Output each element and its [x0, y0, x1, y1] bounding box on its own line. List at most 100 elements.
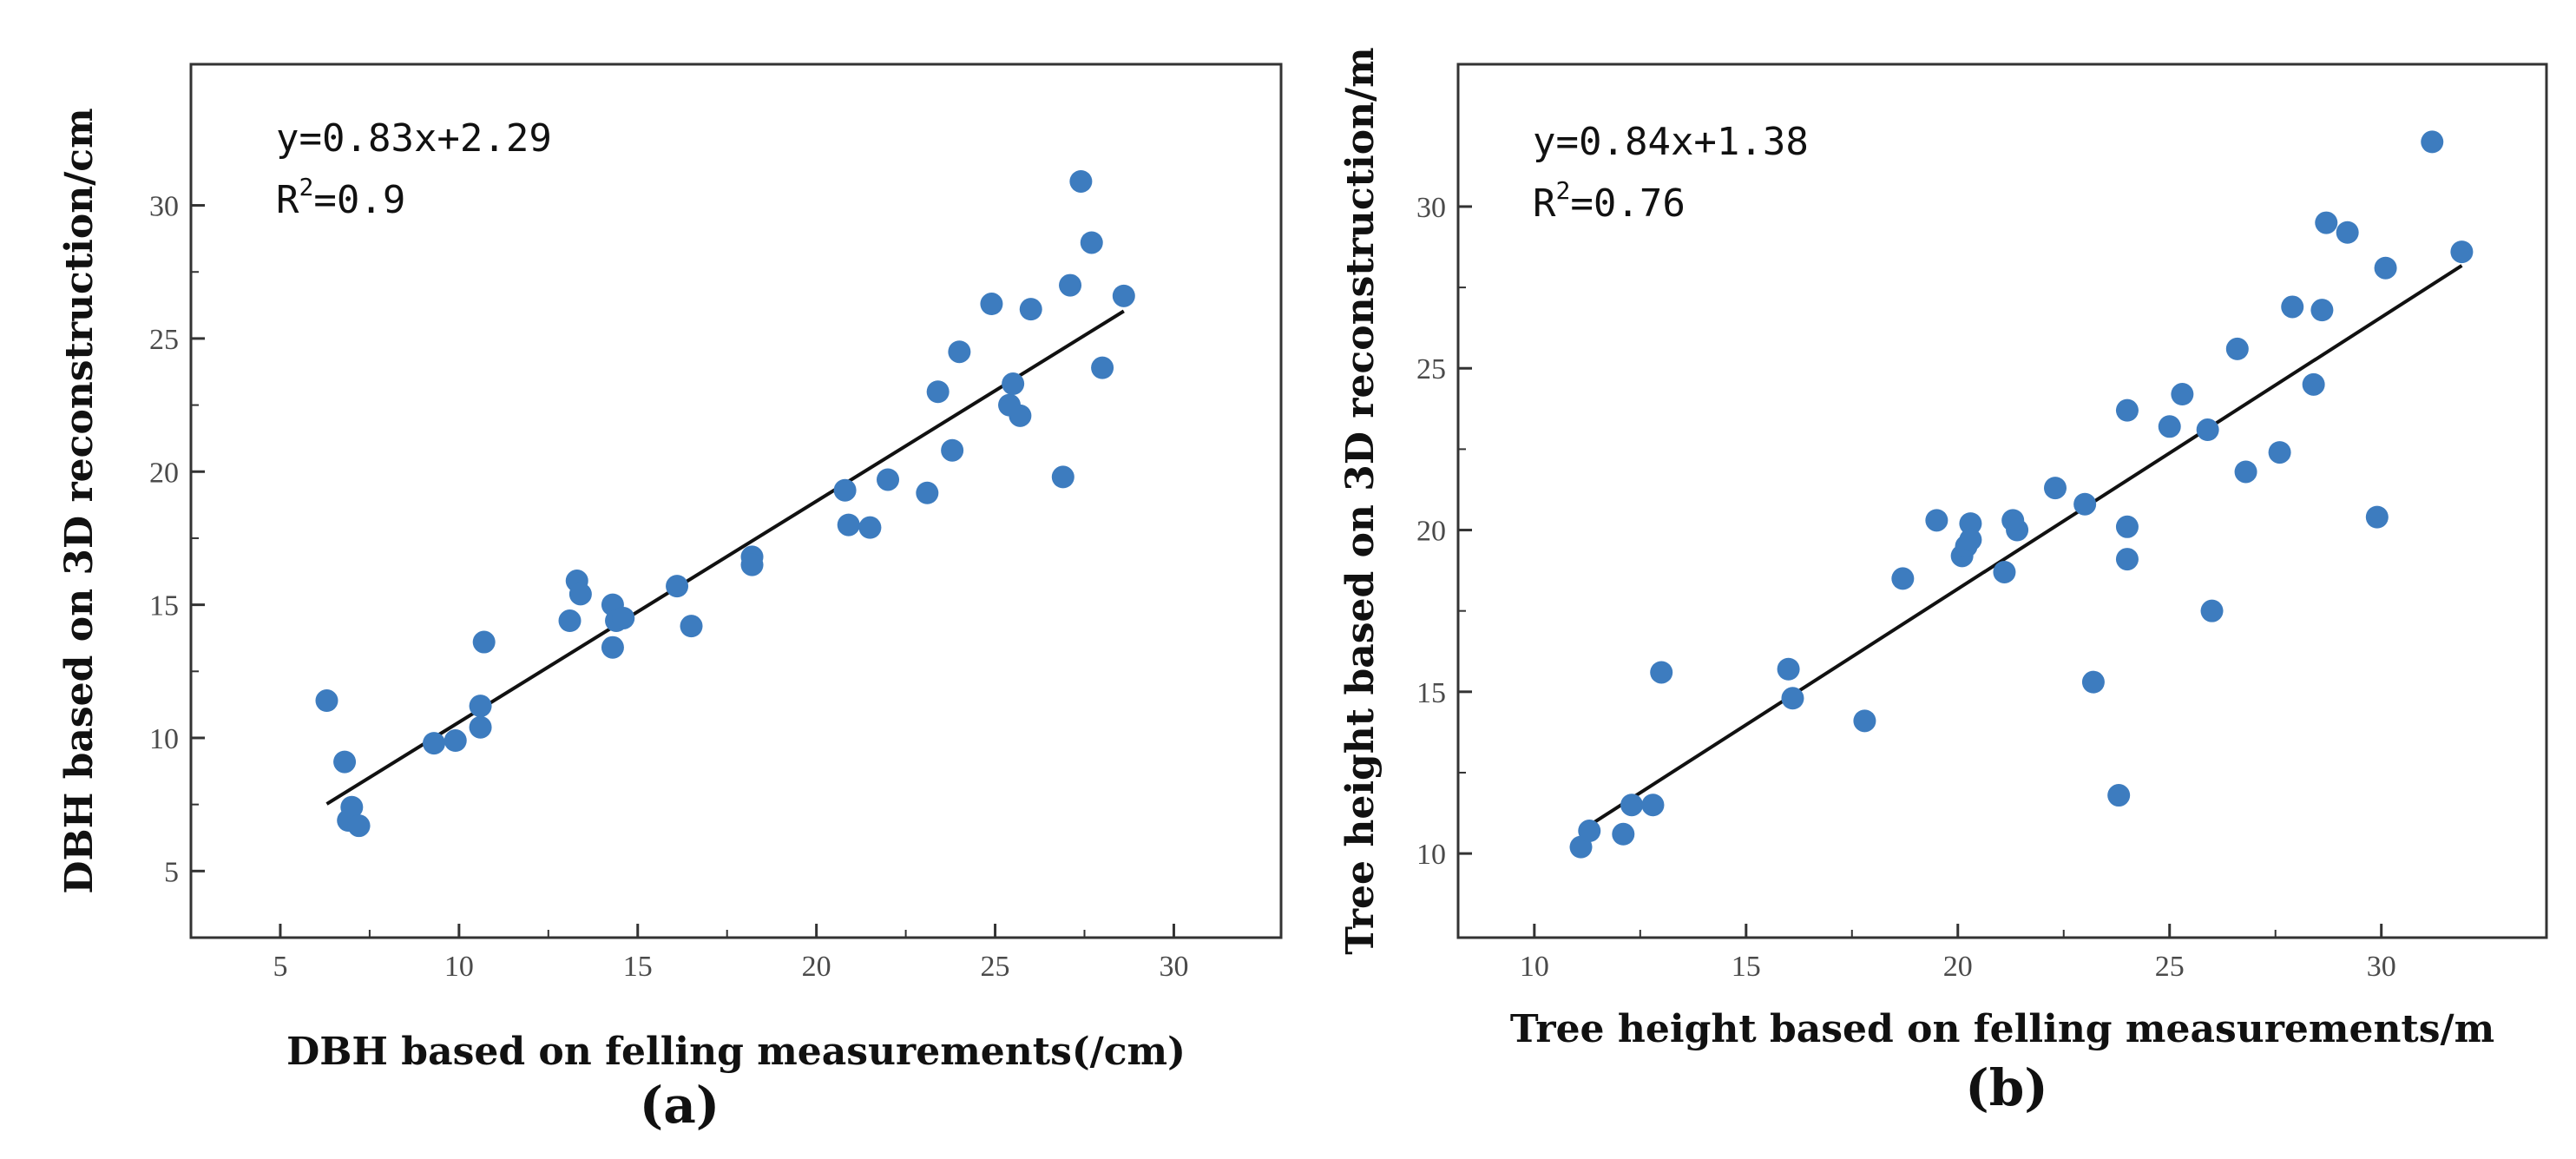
- data-point: [2196, 418, 2219, 442]
- data-point: [1993, 560, 2016, 583]
- data-point: [1781, 687, 1804, 710]
- equation-text-a: y=0.83x+2.29: [276, 116, 552, 161]
- data-point: [1009, 404, 1032, 427]
- x-tick-label: 20: [802, 951, 831, 983]
- y-tick-label: 20: [1416, 516, 1446, 548]
- data-point: [2006, 518, 2029, 542]
- x-tick-label: 20: [1943, 951, 1973, 983]
- data-point: [2107, 784, 2131, 807]
- tick-group-b: 10 15 20 25 30 10 15 20 25 30: [1416, 192, 2396, 983]
- x-axis-label-a: DBH based on felling measurements(/cm): [286, 1030, 1186, 1074]
- y-tick-label: 25: [149, 324, 179, 356]
- x-axis-label-b: Tree height based on felling measurement…: [1510, 1007, 2494, 1051]
- data-point: [1620, 794, 1644, 817]
- r2-value-b: =0.76: [1570, 181, 1685, 226]
- data-point: [2158, 415, 2181, 438]
- data-point: [948, 340, 971, 364]
- x-tick-label: 25: [981, 951, 1010, 983]
- y-axis-label-b: Tree height based on 3D reconstruction/m: [1338, 47, 1383, 954]
- data-point: [2268, 441, 2291, 464]
- y-tick-label: 10: [149, 723, 179, 755]
- data-point: [1959, 512, 1982, 536]
- regression-line-a: [325, 309, 1125, 806]
- r2-superscript-b: 2: [1556, 176, 1571, 205]
- x-tick-label: 25: [2155, 951, 2185, 983]
- data-point: [926, 380, 950, 404]
- y-tick-label: 5: [164, 856, 179, 888]
- x-tick-label: 10: [1520, 951, 1549, 983]
- data-point: [2115, 515, 2139, 538]
- x-tick-label: 30: [1159, 951, 1188, 983]
- data-point: [1650, 661, 1673, 684]
- data-point: [2081, 670, 2105, 694]
- data-point: [2374, 256, 2397, 280]
- data-point: [837, 513, 860, 537]
- tick-group-a: 5 10 15 20 25 30 5 10 15 20 25 30: [149, 191, 1188, 983]
- data-point: [1091, 356, 1114, 379]
- data-point: [1612, 822, 1635, 846]
- r2-text-a: R2=0.9: [276, 173, 405, 222]
- r2-value-a: =0.9: [313, 178, 405, 222]
- y-tick-label: 15: [149, 590, 179, 622]
- plot-frame-a: [189, 63, 1283, 939]
- r2-label-b: R: [1533, 181, 1556, 226]
- x-tick-label: 15: [1732, 951, 1761, 983]
- r2-text-b: R2=0.76: [1533, 176, 1686, 226]
- panel-label-a: (a): [640, 1076, 720, 1135]
- data-point: [2115, 398, 2139, 422]
- data-point: [2115, 548, 2139, 571]
- r2-superscript-a: 2: [299, 173, 314, 201]
- data-point: [1641, 794, 1665, 817]
- data-point: [1019, 298, 1042, 321]
- y-tick-label: 15: [1416, 677, 1446, 709]
- data-point: [1051, 465, 1074, 489]
- regression-line-b: [1584, 264, 2463, 830]
- data-point: [980, 293, 1003, 316]
- y-tick-label: 20: [149, 457, 179, 489]
- data-point: [2234, 460, 2257, 484]
- data-points-a: [315, 169, 1135, 838]
- data-point: [347, 814, 371, 838]
- data-point: [2365, 505, 2389, 529]
- data-point: [423, 732, 446, 755]
- data-point: [877, 468, 900, 491]
- data-point: [1112, 284, 1135, 307]
- data-point: [1069, 169, 1093, 193]
- r2-label-a: R: [276, 178, 299, 222]
- data-point: [1891, 567, 1915, 590]
- data-point: [1925, 509, 1948, 532]
- data-point: [2336, 221, 2359, 244]
- data-point: [666, 575, 689, 598]
- data-point: [2073, 492, 2097, 516]
- data-point: [340, 795, 364, 819]
- data-point: [601, 635, 624, 659]
- x-tick-label: 15: [623, 951, 653, 983]
- data-point: [2200, 599, 2224, 622]
- data-point: [2310, 299, 2334, 322]
- data-point: [916, 481, 939, 504]
- data-point: [1777, 657, 1800, 681]
- data-point: [469, 715, 492, 739]
- data-point: [612, 606, 635, 629]
- data-point: [2043, 477, 2067, 500]
- chart-panel-a: 5 10 15 20 25 30 5 10 15 20 25 30 y=0.83x+2.29 R2=0…: [57, 63, 1283, 1135]
- data-point: [680, 615, 703, 638]
- data-point: [2302, 372, 2325, 396]
- y-tick-label: 30: [149, 191, 179, 223]
- x-tick-label: 30: [2367, 951, 2396, 983]
- data-point: [1059, 273, 1082, 297]
- data-point: [833, 478, 857, 502]
- data-point: [1080, 231, 1103, 254]
- data-point: [1959, 528, 1982, 551]
- chart-panel-b: 10 15 20 25 30 10 15 20 25 30 y=0.84x+1.38 R2=0.7…: [1338, 47, 2548, 1117]
- y-tick-label: 30: [1416, 192, 1446, 224]
- data-point: [740, 553, 764, 576]
- plot-frame-b: [1456, 63, 2548, 939]
- y-axis-label-a: DBH based on 3D reconstruction/cm: [57, 108, 102, 893]
- data-point: [2171, 383, 2194, 406]
- data-point: [568, 583, 592, 606]
- panel-label-b: (b): [1965, 1058, 2047, 1117]
- y-tick-label: 25: [1416, 353, 1446, 385]
